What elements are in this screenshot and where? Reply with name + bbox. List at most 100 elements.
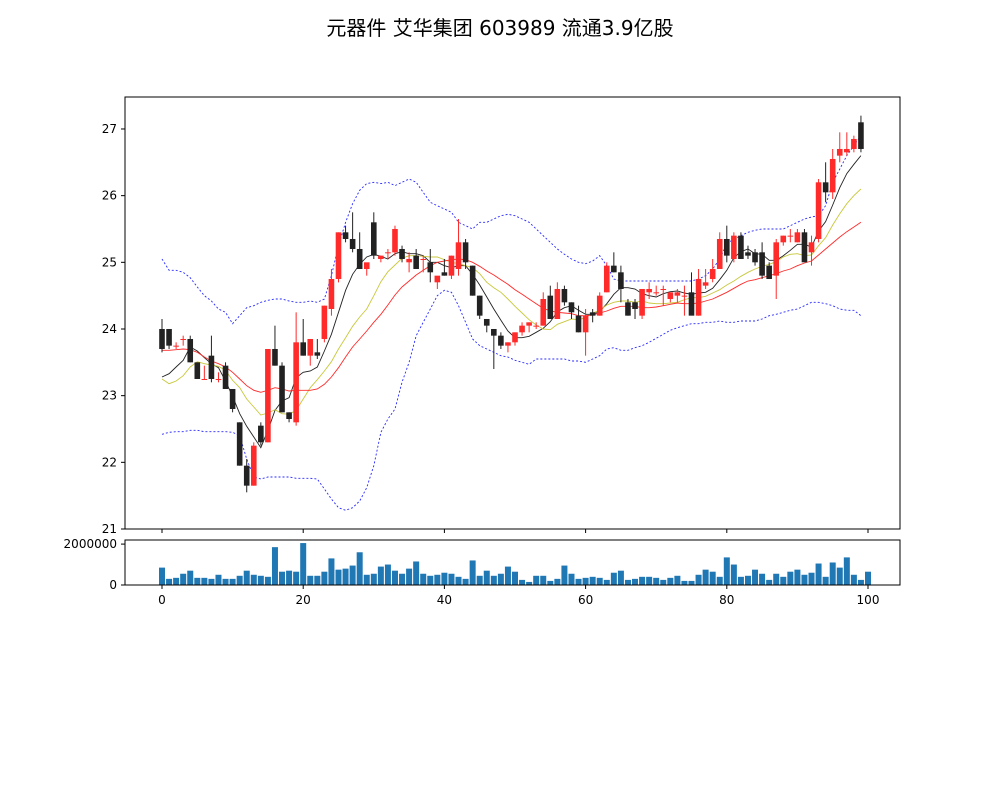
candle-body bbox=[455, 242, 462, 269]
candle-body bbox=[646, 288, 652, 293]
candle-body bbox=[194, 362, 201, 379]
volume-bar bbox=[589, 576, 596, 585]
volume-bar bbox=[843, 557, 850, 585]
indicator-line-0 bbox=[161, 155, 862, 449]
candle-body bbox=[469, 265, 476, 296]
volume-bar bbox=[377, 566, 384, 585]
volume-bar bbox=[582, 577, 589, 585]
candle-body bbox=[688, 292, 695, 316]
volume-bar bbox=[469, 560, 476, 585]
candle-body bbox=[815, 182, 822, 239]
volume-bar bbox=[335, 569, 342, 585]
volume-bar bbox=[413, 561, 420, 585]
candle-body bbox=[392, 228, 398, 253]
candle-body bbox=[851, 138, 857, 149]
candle-body bbox=[554, 288, 561, 319]
candle-body bbox=[476, 295, 483, 316]
candle-body bbox=[385, 252, 391, 254]
candle-body bbox=[406, 258, 412, 263]
volume-bar bbox=[688, 580, 695, 585]
candle-body bbox=[505, 342, 511, 346]
volume-bar bbox=[293, 571, 300, 585]
price-y-tick-label: 23 bbox=[102, 389, 117, 403]
candle-body bbox=[215, 378, 222, 380]
candle-body bbox=[180, 338, 186, 340]
volume-bar bbox=[222, 578, 229, 585]
volume-bar bbox=[349, 565, 356, 585]
candle-body bbox=[462, 242, 469, 263]
candle-body bbox=[681, 295, 688, 297]
x-tick-label: 60 bbox=[578, 593, 593, 607]
candle-body bbox=[618, 272, 624, 289]
volume-bar bbox=[752, 569, 759, 585]
price-axes-frame bbox=[124, 96, 901, 530]
candle-body bbox=[519, 325, 525, 333]
volume-bar bbox=[512, 571, 518, 585]
volume-bar bbox=[603, 579, 610, 585]
candle-body bbox=[561, 288, 568, 303]
candle-body bbox=[236, 422, 243, 466]
volume-bar bbox=[780, 576, 787, 585]
volume-bar bbox=[257, 575, 264, 585]
volume-bar bbox=[264, 576, 271, 585]
volume-bar bbox=[391, 570, 398, 585]
volume-bar bbox=[737, 576, 744, 585]
volume-bar bbox=[271, 547, 278, 585]
candle-body bbox=[399, 248, 405, 259]
candle-body bbox=[745, 252, 751, 256]
volume-bar bbox=[801, 574, 808, 585]
volume-bar bbox=[836, 567, 843, 585]
candle-body bbox=[611, 265, 617, 273]
volume-bar bbox=[646, 576, 653, 585]
candle-body bbox=[229, 388, 236, 409]
volume-bar bbox=[519, 579, 526, 585]
candle-body bbox=[829, 158, 836, 193]
volume-bar bbox=[215, 574, 222, 585]
candle-body bbox=[603, 265, 610, 293]
volume-bar bbox=[300, 543, 307, 585]
volume-bar bbox=[307, 575, 314, 585]
indicator-line-4 bbox=[161, 289, 862, 511]
candle-body bbox=[568, 302, 575, 313]
volume-bar bbox=[363, 574, 370, 585]
price-y-tick-label: 21 bbox=[102, 522, 117, 536]
volume-bar bbox=[173, 577, 180, 585]
volume-bar bbox=[201, 577, 208, 585]
candle-body bbox=[159, 328, 165, 349]
candle-body bbox=[660, 288, 667, 290]
candle-body bbox=[420, 258, 427, 260]
volume-bar bbox=[236, 575, 243, 585]
volume-bar bbox=[660, 579, 667, 585]
volume-bar bbox=[610, 572, 617, 585]
volume-bar bbox=[462, 578, 469, 585]
candle-body bbox=[363, 262, 370, 269]
volume-bar bbox=[328, 558, 335, 585]
candle-body bbox=[822, 182, 829, 193]
candle-body bbox=[434, 275, 441, 283]
candle-body bbox=[547, 295, 554, 319]
candle-body bbox=[759, 252, 765, 276]
volume-bar bbox=[250, 574, 257, 585]
volume-bar bbox=[850, 574, 857, 585]
x-tick-label: 100 bbox=[857, 593, 880, 607]
volume-bar bbox=[865, 571, 871, 585]
volume-bar bbox=[427, 575, 434, 585]
candle-body bbox=[724, 238, 730, 256]
volume-bar bbox=[356, 552, 363, 585]
volume-bar bbox=[547, 580, 554, 585]
volume-bar bbox=[194, 577, 201, 585]
candle-body bbox=[342, 232, 349, 239]
volume-bar bbox=[653, 577, 660, 585]
indicator-line-2 bbox=[162, 221, 862, 393]
candle-body bbox=[582, 315, 589, 333]
volume-bar bbox=[279, 571, 286, 585]
volume-bar bbox=[208, 578, 215, 585]
candle-body bbox=[349, 238, 356, 249]
candle-body bbox=[328, 278, 335, 309]
volume-bar bbox=[702, 569, 709, 585]
volume-bar bbox=[455, 576, 462, 585]
candle-body bbox=[575, 315, 582, 333]
volume-bar bbox=[490, 575, 497, 585]
volume-bar bbox=[639, 576, 646, 585]
